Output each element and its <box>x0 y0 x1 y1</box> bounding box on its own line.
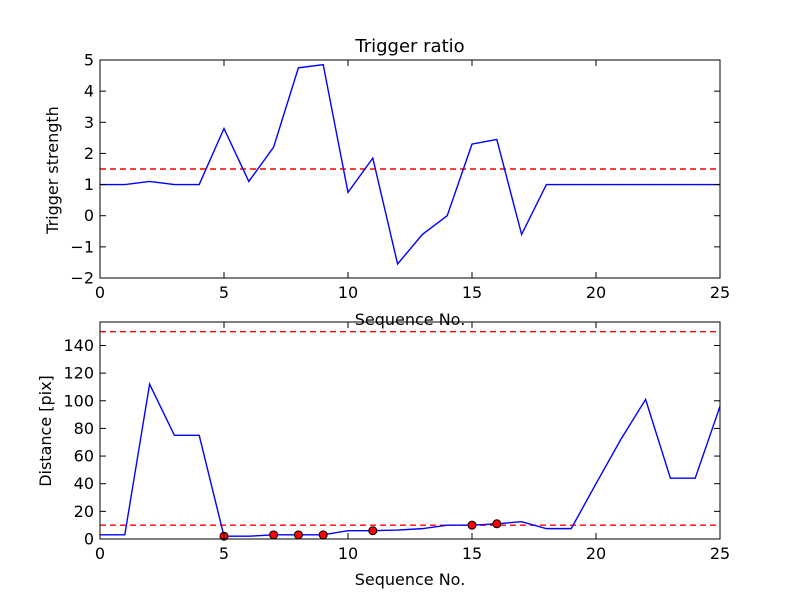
top-y-tick-label: 1 <box>84 175 94 194</box>
top-x-axis-label: Sequence No. <box>355 310 466 329</box>
bottom-data-point <box>293 530 303 540</box>
top-y-tick-label: 2 <box>84 144 94 163</box>
bottom-y-tick-label: 20 <box>74 502 94 521</box>
bottom-x-axis-label: Sequence No. <box>355 570 466 589</box>
top-x-tick-label: 5 <box>219 283 229 302</box>
top-x-tick-label: 15 <box>462 283 482 302</box>
trigger-ratio-plot: 0 5 10 15 20 25 −2 −1 0 1 2 3 4 5 <box>70 51 730 303</box>
bottom-data-point <box>492 519 502 529</box>
top-x-tick-label: 20 <box>586 283 606 302</box>
bottom-x-tick-label: 15 <box>462 544 482 563</box>
bottom-data-point <box>318 530 328 540</box>
bottom-x-tick-label: 5 <box>219 544 229 563</box>
bottom-y-tick-label: 60 <box>74 447 94 466</box>
top-y-tick-label: −2 <box>70 269 94 288</box>
top-y-tick-label: −1 <box>70 237 94 256</box>
bottom-y-tick-label: 80 <box>74 419 94 438</box>
bottom-data-point <box>269 530 279 540</box>
bottom-y-tick-label: 100 <box>63 391 94 410</box>
top-axes-frame <box>99 59 721 279</box>
bottom-x-tick-label: 0 <box>95 544 105 563</box>
bottom-y-tick-label: 120 <box>63 364 94 383</box>
bottom-x-tick-label: 10 <box>338 544 358 563</box>
bottom-x-tick-label: 20 <box>586 544 606 563</box>
chart-title: Trigger ratio <box>354 36 464 57</box>
bottom-x-tick-label: 25 <box>710 544 730 563</box>
top-y-tick-label: 3 <box>84 113 94 132</box>
bottom-series-line-0 <box>100 381 721 537</box>
distance-plot: 0 5 10 15 20 25 0 20 40 60 80 100 120 140 <box>63 321 730 563</box>
top-x-tick-label: 25 <box>710 283 730 302</box>
bottom-axes-frame <box>99 321 721 540</box>
top-x-tick-label: 10 <box>338 283 358 302</box>
top-series-line-0 <box>100 63 720 266</box>
bottom-y-tick-label: 40 <box>74 474 94 493</box>
top-y-axis-label: Trigger strength <box>43 106 62 235</box>
top-x-tick-label: 0 <box>95 283 105 302</box>
bottom-y-tick-label: 140 <box>63 336 94 355</box>
top-y-tick-label: 0 <box>84 206 94 225</box>
bottom-y-axis-label: Distance [pix] <box>36 375 55 487</box>
bottom-data-point <box>467 520 477 530</box>
bottom-y-tick-label: 0 <box>84 530 94 549</box>
bottom-data-point <box>368 526 378 536</box>
top-y-tick-label: 4 <box>84 82 94 101</box>
top-y-tick-label: 5 <box>84 51 94 70</box>
